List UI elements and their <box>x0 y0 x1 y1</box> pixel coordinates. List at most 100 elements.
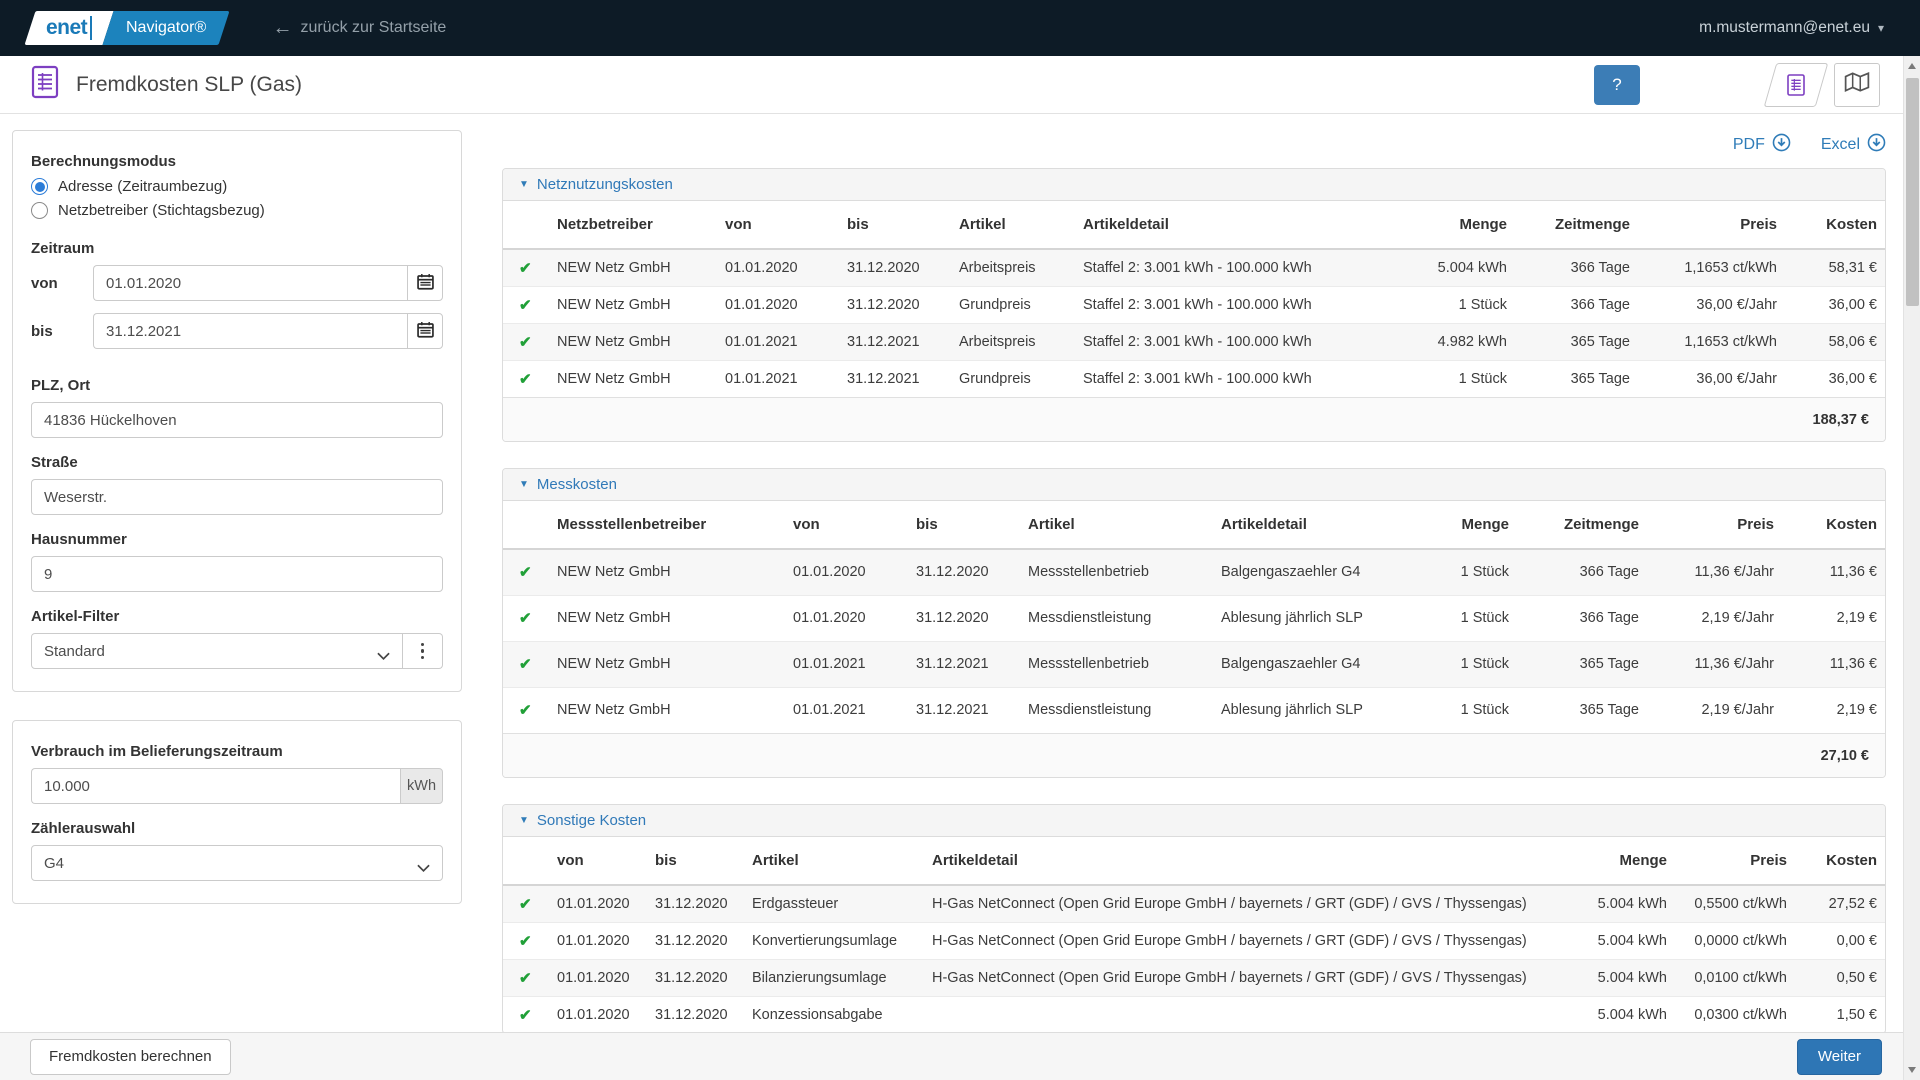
check-icon[interactable]: ✔ <box>503 249 549 286</box>
col-preis: Preis <box>1675 837 1795 885</box>
table-row: ✔ 01.01.2020 31.12.2020 Konzessionsabgab… <box>503 996 1885 1033</box>
cell-von: 01.01.2020 <box>549 922 647 959</box>
back-to-start-link[interactable]: ← zurück zur Startseite <box>272 18 446 38</box>
cell-artikeldetail <box>924 996 1555 1033</box>
calendar-button-to[interactable] <box>407 313 443 349</box>
von-label: von <box>31 275 93 292</box>
check-icon[interactable]: ✔ <box>503 922 549 959</box>
navigator-logo-text: Navigator® <box>126 19 206 37</box>
cell-artikeldetail: Balgengaszaehler G4 <box>1213 549 1387 595</box>
check-column <box>503 201 549 249</box>
vertical-scrollbar[interactable] <box>1903 56 1920 1080</box>
app-logo[interactable]: enet Navigator® <box>24 11 230 45</box>
cell-menge: 1 Stück <box>1390 360 1515 397</box>
scrollbar-thumb[interactable] <box>1906 78 1919 306</box>
report-document-icon <box>1786 73 1806 97</box>
calculate-button[interactable]: Fremdkosten berechnen <box>30 1039 231 1075</box>
messkosten-header[interactable]: ▼ Messkosten <box>503 469 1885 501</box>
check-icon[interactable]: ✔ <box>503 959 549 996</box>
cell-zeitmenge: 365 Tage <box>1517 687 1647 733</box>
check-icon[interactable]: ✔ <box>503 549 549 595</box>
zaehlerauswahl-select[interactable]: G4 <box>31 845 443 881</box>
check-icon[interactable]: ✔ <box>503 996 549 1033</box>
col-artikeldetail: Artikeldetail <box>924 837 1555 885</box>
col-kosten: Kosten <box>1782 501 1885 549</box>
radio-unselected-icon[interactable] <box>31 202 48 219</box>
cell-preis: 0,0100 ct/kWh <box>1675 959 1795 996</box>
netznutzungskosten-header[interactable]: ▼ Netznutzungskosten <box>503 169 1885 201</box>
hausnummer-input[interactable] <box>31 556 443 592</box>
cell-menge: 5.004 kWh <box>1555 996 1675 1033</box>
cell-menge: 5.004 kWh <box>1555 959 1675 996</box>
cell-preis: 0,0300 ct/kWh <box>1675 996 1795 1033</box>
calculation-parameters-card: Berechnungsmodus Adresse (Zeitraumbezug)… <box>12 130 462 692</box>
cell-bis: 31.12.2020 <box>908 549 1020 595</box>
bis-label: bis <box>31 323 93 340</box>
check-icon[interactable]: ✔ <box>503 687 549 733</box>
cell-preis: 11,36 €/Jahr <box>1647 549 1782 595</box>
col-bis: bis <box>647 837 744 885</box>
artikel-filter-menu-button[interactable] <box>403 633 443 669</box>
cell-bis: 31.12.2020 <box>647 996 744 1033</box>
strasse-input[interactable] <box>31 479 443 515</box>
cell-zeitmenge: 366 Tage <box>1517 595 1647 641</box>
user-menu[interactable]: m.mustermann@enet.eu ▾ <box>1699 19 1884 37</box>
map-icon <box>1844 71 1870 98</box>
cell-von: 01.01.2021 <box>717 323 839 360</box>
enet-logo-text: enet <box>46 16 92 40</box>
radio-netzbetreiber-stichtagsbezug[interactable]: Netzbetreiber (Stichtagsbezug) <box>31 202 443 219</box>
col-zeitmenge: Zeitmenge <box>1515 201 1638 249</box>
date-to-input[interactable] <box>93 313 407 349</box>
cell-messstellenbetreiber: NEW Netz GmbH <box>549 687 785 733</box>
map-view-button[interactable] <box>1834 63 1880 107</box>
check-icon[interactable]: ✔ <box>503 595 549 641</box>
cell-messstellenbetreiber: NEW Netz GmbH <box>549 595 785 641</box>
check-icon[interactable]: ✔ <box>503 641 549 687</box>
section-total: 27,10 € <box>503 733 1885 777</box>
scroll-up-arrow-icon[interactable] <box>1908 63 1916 69</box>
cell-artikel: Arbeitspreis <box>951 323 1075 360</box>
cell-kosten: 58,06 € <box>1785 323 1885 360</box>
calendar-icon <box>417 273 434 293</box>
next-button[interactable]: Weiter <box>1797 1039 1882 1075</box>
report-view-button[interactable] <box>1764 63 1829 107</box>
radio-selected-icon[interactable] <box>31 178 48 195</box>
page-header: Fremdkosten SLP (Gas) ? <box>0 56 1920 114</box>
table-row: ✔ 01.01.2020 31.12.2020 Bilanzierungsuml… <box>503 959 1885 996</box>
radio-adresse-zeitraumbezug[interactable]: Adresse (Zeitraumbezug) <box>31 178 443 195</box>
cell-bis: 31.12.2021 <box>908 641 1020 687</box>
artikel-filter-select[interactable]: Standard <box>31 633 403 669</box>
plz-ort-input[interactable] <box>31 402 443 438</box>
scroll-down-arrow-icon[interactable] <box>1908 1067 1916 1073</box>
table-header-row: von bis Artikel Artikeldetail Menge Prei… <box>503 837 1885 885</box>
check-icon[interactable]: ✔ <box>503 885 549 922</box>
help-button[interactable]: ? <box>1594 65 1640 105</box>
check-icon[interactable]: ✔ <box>503 286 549 323</box>
verbrauch-input[interactable] <box>31 768 400 804</box>
cell-von: 01.01.2021 <box>785 687 908 733</box>
cell-preis: 2,19 €/Jahr <box>1647 687 1782 733</box>
plz-ort-label: PLZ, Ort <box>31 377 443 394</box>
cell-bis: 31.12.2020 <box>908 595 1020 641</box>
col-messstellenbetreiber: Messstellenbetreiber <box>549 501 785 549</box>
sonstige-kosten-header[interactable]: ▼ Sonstige Kosten <box>503 805 1885 837</box>
chevron-down-icon <box>417 860 430 877</box>
table-row: ✔ NEW Netz GmbH 01.01.2020 31.12.2020 Me… <box>503 549 1885 595</box>
excel-export-link[interactable]: Excel <box>1821 133 1886 157</box>
cell-messstellenbetreiber: NEW Netz GmbH <box>549 549 785 595</box>
check-icon[interactable]: ✔ <box>503 360 549 397</box>
collapse-triangle-icon: ▼ <box>519 815 529 826</box>
calendar-button-from[interactable] <box>407 265 443 301</box>
cell-artikeldetail: Ablesung jährlich SLP <box>1213 687 1387 733</box>
table-row: ✔ NEW Netz GmbH 01.01.2020 31.12.2020 Ar… <box>503 249 1885 286</box>
excel-link-label: Excel <box>1821 136 1860 154</box>
cell-menge: 5.004 kWh <box>1555 922 1675 959</box>
cell-artikeldetail: H-Gas NetConnect (Open Grid Europe GmbH … <box>924 922 1555 959</box>
cell-zeitmenge: 366 Tage <box>1515 286 1638 323</box>
pdf-export-link[interactable]: PDF <box>1733 133 1791 157</box>
check-icon[interactable]: ✔ <box>503 323 549 360</box>
cell-artikel: Messdienstleistung <box>1020 595 1213 641</box>
date-from-input[interactable] <box>93 265 407 301</box>
pdf-link-label: PDF <box>1733 136 1765 154</box>
cell-artikel: Konzessionsabgabe <box>744 996 924 1033</box>
